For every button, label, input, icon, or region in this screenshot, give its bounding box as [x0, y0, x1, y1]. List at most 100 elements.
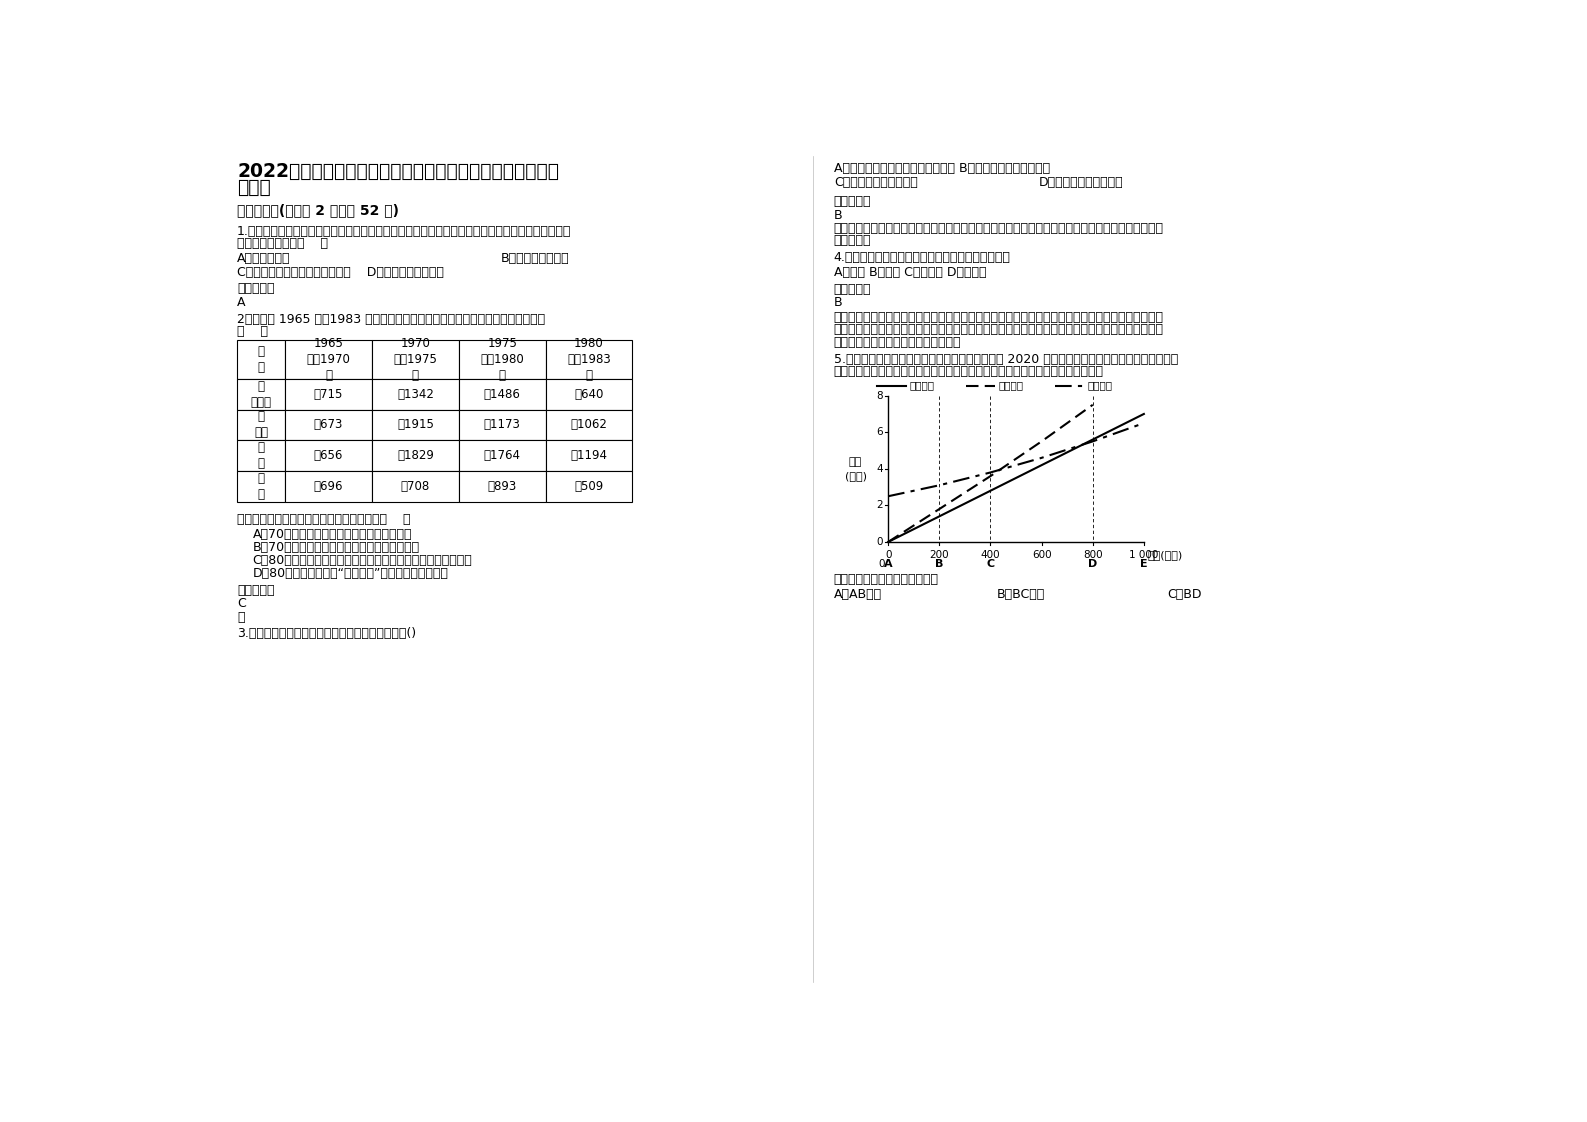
Text: A．AB区间: A．AB区间 [833, 588, 882, 601]
Text: 1975
年～1980
年: 1975 年～1980 年 [481, 337, 524, 381]
Text: －640: －640 [574, 387, 603, 401]
Text: D．80年代以后，迁往“阳光地带”的人口数量明显减少: D．80年代以后，迁往“阳光地带”的人口数量明显减少 [252, 568, 449, 580]
Text: 人还做了哪些工作（    ）: 人还做了哪些工作（ ） [236, 237, 329, 250]
Text: B: B [833, 296, 843, 310]
Bar [236, 471, 286, 502]
Text: C: C [987, 559, 995, 569]
Text: 0: 0 [879, 559, 886, 569]
Text: C．充分运用原有的交通运输条件    D．大量增加牛的数量: C．充分运用原有的交通运输条件 D．大量增加牛的数量 [236, 266, 444, 278]
Text: 8: 8 [876, 390, 882, 401]
Text: ＋509: ＋509 [574, 480, 603, 493]
Text: ＋696: ＋696 [314, 480, 343, 493]
Bar [236, 379, 286, 410]
Text: B: B [935, 559, 943, 569]
Text: 地
区: 地 区 [257, 344, 265, 374]
Bar [546, 410, 632, 440]
Text: －1486: －1486 [484, 387, 521, 401]
Text: 参考答案：: 参考答案： [833, 283, 871, 296]
Text: 高速公路: 高速公路 [998, 380, 1024, 390]
Bar [546, 379, 632, 410]
Text: 含解析: 含解析 [236, 177, 271, 196]
Text: B．开辟更大的牧场: B．开辟更大的牧场 [500, 252, 570, 266]
Text: －1342: －1342 [397, 387, 433, 401]
Text: 参考答案：: 参考答案： [833, 195, 871, 209]
Text: 1970
年～1975
年: 1970 年～1975 年 [394, 337, 438, 381]
Text: －1915: －1915 [397, 419, 433, 432]
Bar [236, 340, 286, 379]
Text: A．子夜 B．白天 C．日出前 D．日落后: A．子夜 B．白天 C．日出前 D．日落后 [833, 266, 987, 278]
Text: C．谷物与牲畜混合农业: C．谷物与牲畜混合农业 [833, 176, 917, 190]
Text: B．BC区间: B．BC区间 [997, 588, 1044, 601]
Text: 高速鐵路: 高速鐵路 [909, 380, 935, 390]
Bar [546, 471, 632, 502]
Text: －715: －715 [314, 387, 343, 401]
Text: 混合农业。: 混合农业。 [833, 234, 871, 247]
Text: A: A [236, 295, 246, 309]
Text: ＋656: ＋656 [314, 449, 343, 462]
Text: 时间: 时间 [849, 457, 862, 467]
Bar [371, 379, 459, 410]
Text: A．70年代东北部地区迁出人口多于迁入人口: A．70年代东北部地区迁出人口多于迁入人口 [252, 528, 413, 541]
Text: ＋1194: ＋1194 [570, 449, 608, 462]
Bar [371, 410, 459, 440]
Text: A．培育良种牛: A．培育良种牛 [236, 252, 290, 266]
Text: 3.混合农业中，形式新颖且符合生态原理的类型是(): 3.混合农业中，形式新颖且符合生态原理的类型是() [236, 627, 416, 641]
Bar [286, 410, 371, 440]
Text: C: C [236, 597, 246, 610]
Text: 1965
年～1970
年: 1965 年～1970 年 [306, 337, 351, 381]
Text: 6: 6 [876, 427, 882, 438]
Bar [371, 340, 459, 379]
Text: B: B [833, 209, 843, 221]
Text: 参考答案：: 参考答案： [236, 283, 275, 295]
Text: ＋1764: ＋1764 [484, 449, 521, 462]
Text: 1.阿根廷的牧牛业是世界大牧场放牧业的典范，除了利用优越的自然条件促进牧牛业的发展，阿根廷: 1.阿根廷的牧牛业是世界大牧场放牧业的典范，除了利用优越的自然条件促进牧牛业的发… [236, 224, 571, 238]
Bar [286, 471, 371, 502]
Text: 高速飞机: 高速飞机 [1087, 380, 1112, 390]
Bar [286, 379, 371, 410]
Text: 1 000: 1 000 [1130, 550, 1159, 560]
Text: （    ）: （ ） [236, 325, 268, 338]
Text: 2．读美国 1965 年～1983 年不同地区的净移民人口数量表（单位：千人），回答: 2．读美国 1965 年～1983 年不同地区的净移民人口数量表（单位：千人），… [236, 313, 546, 325]
Bar [371, 471, 459, 502]
Text: ＋893: ＋893 [487, 480, 517, 493]
Text: 1980
年～1983
年: 1980 年～1983 年 [567, 337, 611, 381]
Text: 2022年黑龙江省哈尔滨市博才中学高一地理上学期期末试卷: 2022年黑龙江省哈尔滨市博才中学高一地理上学期期末试卷 [236, 162, 559, 181]
Text: 道，以及三个城际快速客运系统。读三种运输方式旅程与耗时对比图，回答下题。: 道，以及三个城际快速客运系统。读三种运输方式旅程与耗时对比图，回答下题。 [833, 365, 1105, 378]
Bar [459, 471, 546, 502]
Bar [546, 440, 632, 471]
Bar [459, 340, 546, 379]
Text: C．80年代以后，东北部地区由人口迁出地区变为人口迁入地区: C．80年代以后，东北部地区由人口迁出地区变为人口迁入地区 [252, 554, 473, 568]
Bar [286, 440, 371, 471]
Text: 下列有关美国人口迁移的叙述，不正确的是（    ）: 下列有关美国人口迁移的叙述，不正确的是（ ） [236, 513, 411, 526]
Text: 短波无线电信号被部分或全部吸收，从而导致通讯衰减或中断。因此只有地球面对太阳的一侧，才能: 短波无线电信号被部分或全部吸收，从而导致通讯衰减或中断。因此只有地球面对太阳的一… [833, 323, 1163, 337]
Text: 4.耀斑爆发会干扰地球上的无线电短波通讯，往往在: 4.耀斑爆发会干扰地球上的无线电短波通讯，往往在 [833, 251, 1011, 264]
Text: 800: 800 [1082, 550, 1103, 560]
Text: 参考答案：: 参考答案： [236, 585, 275, 597]
Text: 200: 200 [930, 550, 949, 560]
Text: 600: 600 [1032, 550, 1052, 560]
Text: －1062: －1062 [571, 419, 608, 432]
Bar [236, 410, 286, 440]
Text: －673: －673 [314, 419, 343, 432]
Text: 解析：我国珠江三角洲的基塘生产是一种形式新颖的生态型混合农业，而广大农耕区的饲养业不属于: 解析：我国珠江三角洲的基塘生产是一种形式新颖的生态型混合农业，而广大农耕区的饲养… [833, 222, 1163, 234]
Bar [286, 340, 371, 379]
Bar [236, 440, 286, 471]
Text: 0: 0 [876, 537, 882, 546]
Text: 东
北地区: 东 北地区 [251, 379, 271, 408]
Text: A．我国农耕区的家禽、家畜饲养业 B．珠江三角洲的基塘生产: A．我国农耕区的家禽、家畜饲养业 B．珠江三角洲的基塘生产 [833, 162, 1051, 175]
Text: D．发达国家的混合农业: D．发达国家的混合农业 [1039, 176, 1124, 190]
Text: E: E [1139, 559, 1147, 569]
Text: (小时): (小时) [844, 471, 867, 480]
Text: 南
部: 南 部 [257, 441, 265, 470]
Bar [546, 340, 632, 379]
Text: 图中属于高速铁路优势区间的是: 图中属于高速铁路优势区间的是 [833, 572, 940, 586]
Text: C．BD: C．BD [1166, 588, 1201, 601]
Text: ＋1829: ＋1829 [397, 449, 433, 462]
Text: 西
部: 西 部 [257, 472, 265, 502]
Text: D: D [1089, 559, 1097, 569]
Bar [459, 379, 546, 410]
Text: 距离(千米): 距离(千米) [1147, 550, 1182, 560]
Text: 一、选择题(每小题 2 分，共 52 分): 一、选择题(每小题 2 分，共 52 分) [236, 203, 398, 218]
Text: 略: 略 [236, 610, 244, 624]
Bar [459, 440, 546, 471]
